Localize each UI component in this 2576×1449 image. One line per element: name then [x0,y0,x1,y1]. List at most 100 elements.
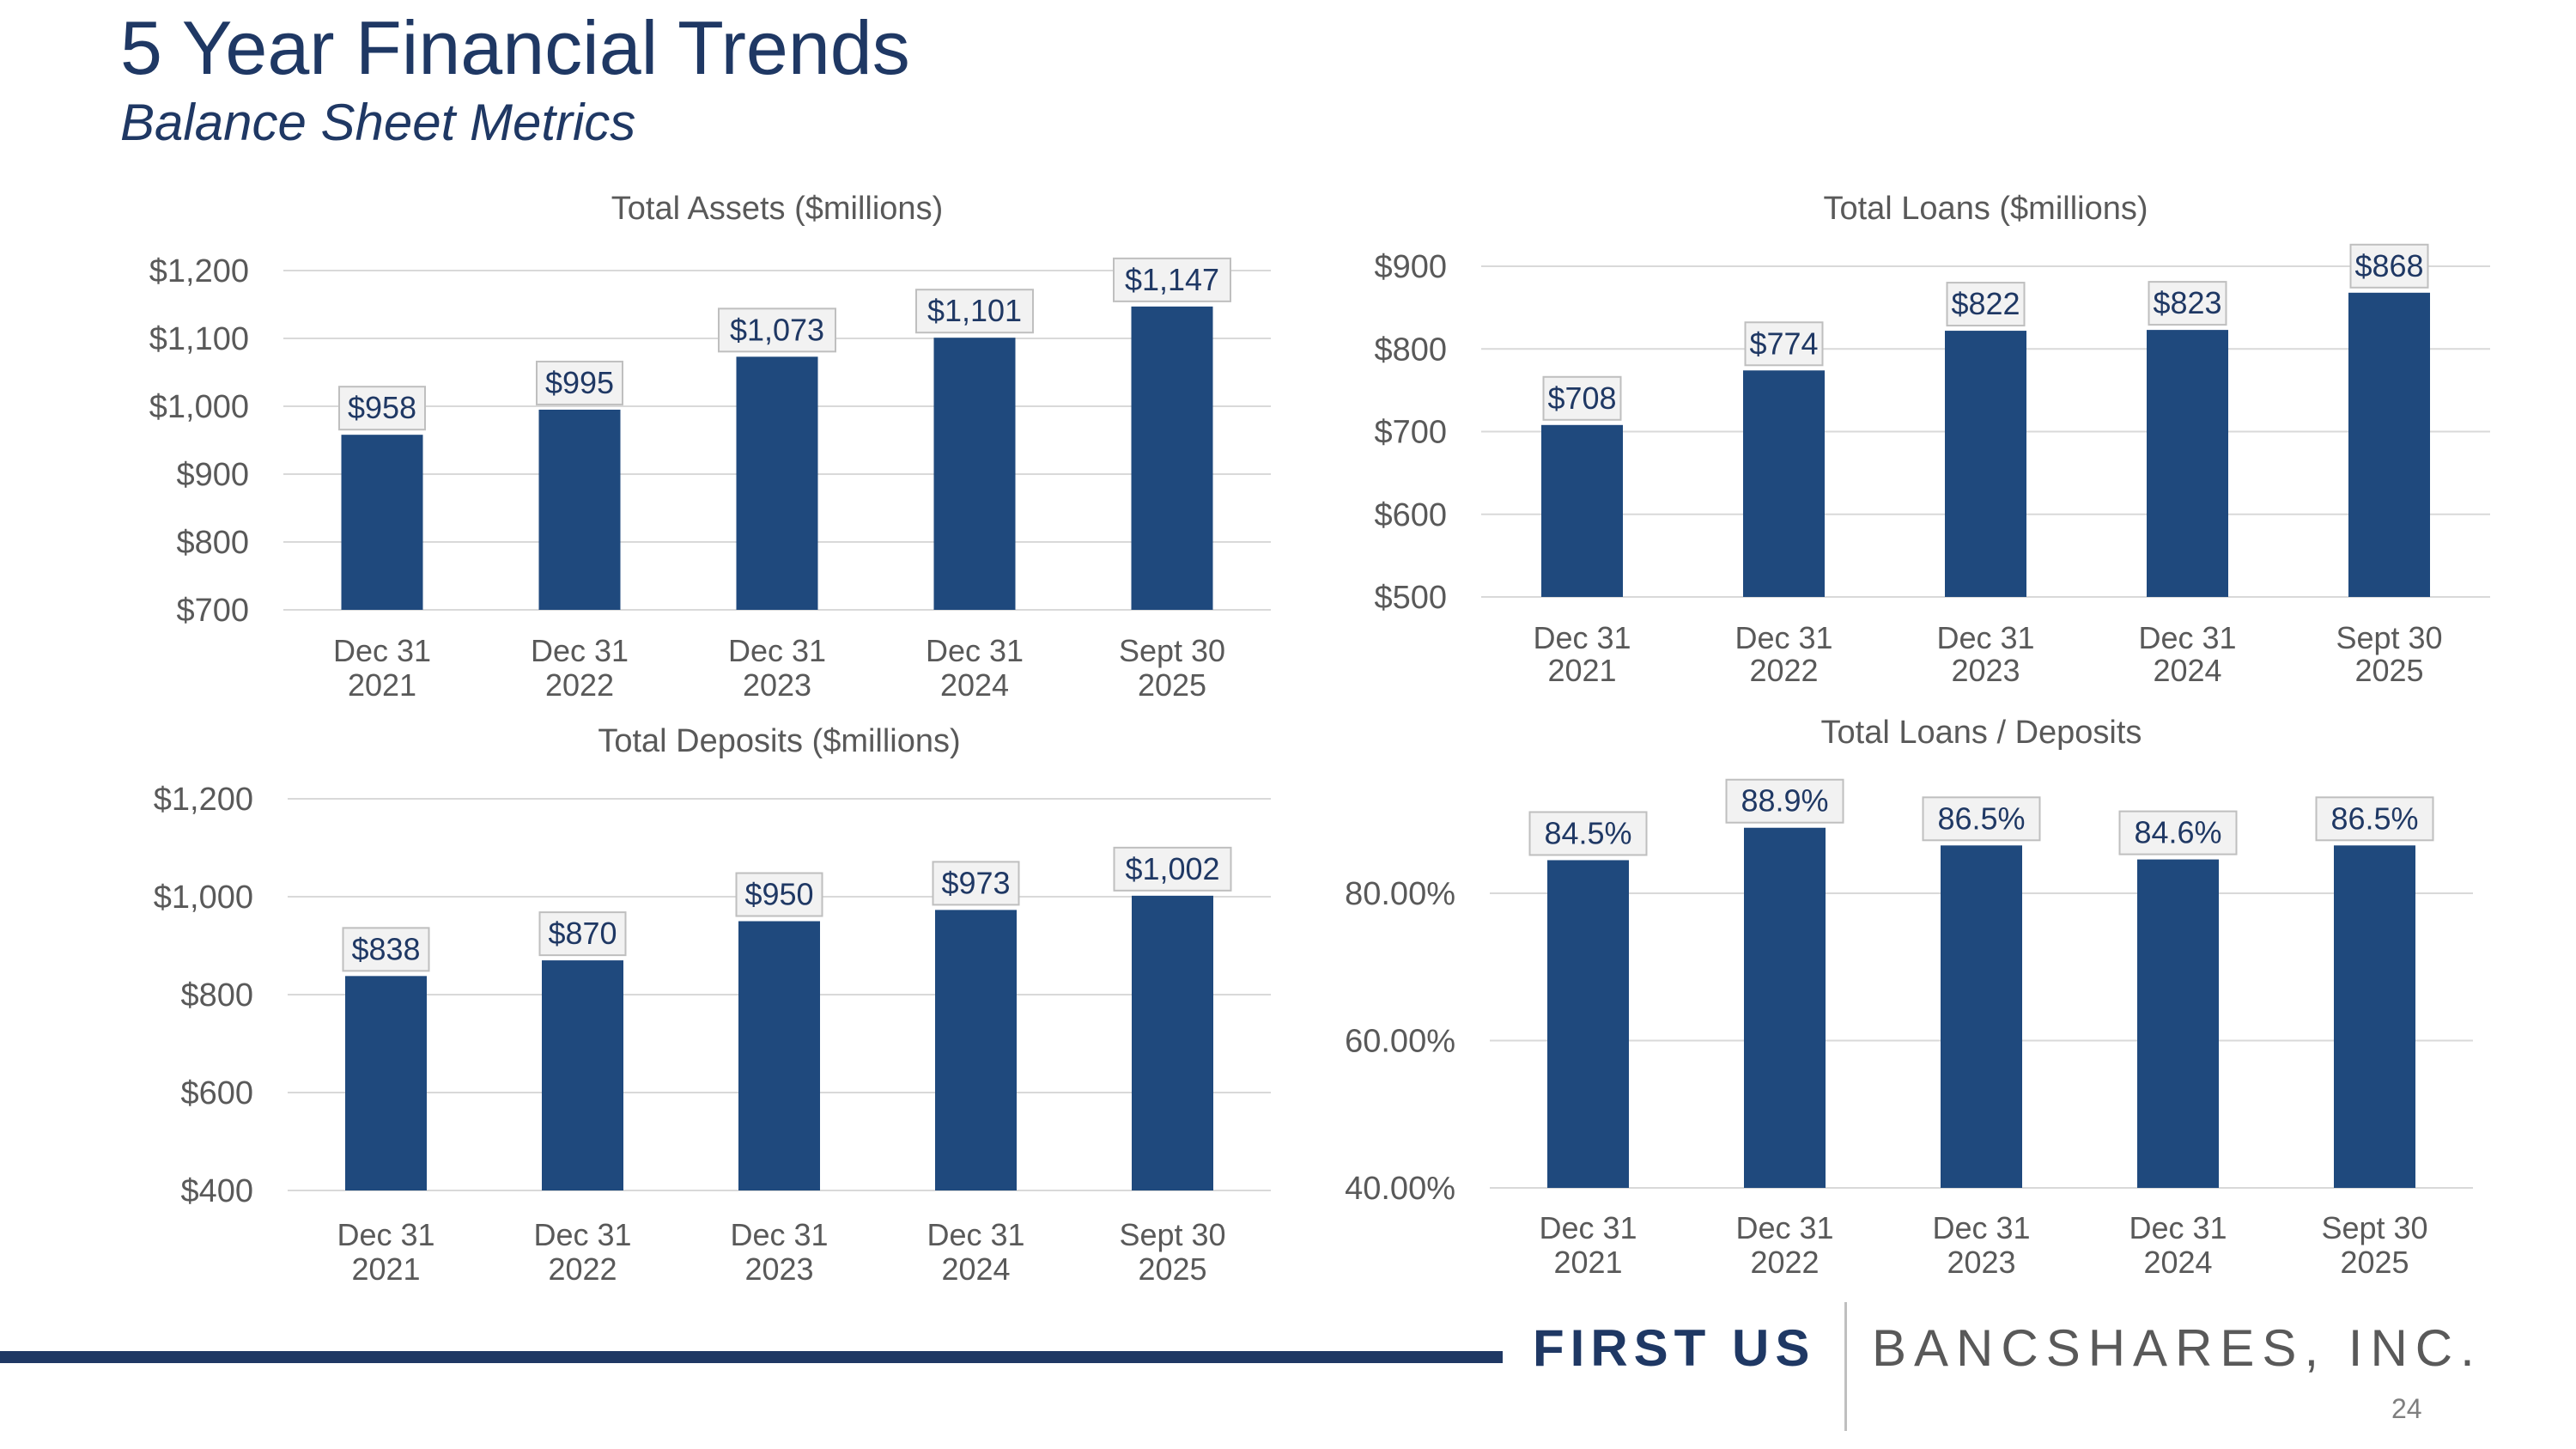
x-tick-label-year: 2023 [744,1251,813,1287]
x-tick-label: Dec 31 [333,633,431,668]
bar [1744,827,1826,1188]
x-tick-label-year: 2025 [2340,1245,2409,1280]
data-label-box [735,872,823,917]
data-label-box [915,289,1034,334]
x-tick-label: Dec 31 [730,1217,828,1252]
page-number: 24 [2391,1393,2422,1424]
x-tick-label-year: 2022 [548,1251,617,1287]
logo-bancshares: BANCSHARES, INC. [1872,1319,2482,1377]
slide-subtitle: Balance Sheet Metrics [120,94,636,151]
x-tick-label-year: 2024 [2143,1245,2212,1280]
data-label-box [2349,243,2429,289]
data-label: $995 [545,365,614,400]
x-tick-label: Dec 31 [926,633,1024,668]
x-tick-label-year: 2021 [1547,653,1616,688]
y-tick-label: $700 [1374,415,1447,451]
y-tick-label: $900 [176,457,249,493]
x-tick-label: Dec 31 [1533,620,1631,655]
x-tick-label-year: 2025 [2354,653,2423,688]
x-tick-label-year: 2022 [1750,1245,1819,1280]
y-tick-label: $700 [176,593,249,629]
x-tick-label-year: 2021 [351,1251,420,1287]
y-tick-label: $1,200 [149,253,249,289]
data-label-box [338,386,426,431]
data-label-box [1528,811,1648,856]
x-tick-label-year: 2022 [1749,653,1818,688]
y-tick-label: $500 [1374,580,1447,616]
bar [345,976,427,1190]
x-tick-label: Dec 31 [533,1217,631,1252]
y-tick-label: $400 [180,1173,253,1209]
data-label-box [1725,778,1844,824]
chart-title: Total Assets ($millions) [611,191,943,227]
data-label-box [536,360,623,405]
data-label-box [1744,321,1824,367]
x-tick-label: Dec 31 [531,633,629,668]
total-loans-chart: Total Loans ($millions) $500 $600 $700 $800 $… [1374,191,2490,688]
y-tick-label: $600 [180,1075,253,1111]
data-label-box [1113,846,1232,892]
data-label: 84.5% [1544,815,1631,850]
x-tick-label: Dec 31 [2129,1210,2227,1245]
x-tick-label: Dec 31 [1936,620,2034,655]
x-tick-label-year: 2023 [1947,1245,2015,1280]
x-tick-label-year: 2024 [941,1251,1010,1287]
x-tick-label: Sept 30 [2321,1210,2427,1245]
y-tick-label: $1,100 [149,321,249,357]
data-label-box [1946,282,2026,327]
bar [542,960,623,1190]
data-label: $1,073 [730,312,824,347]
x-tick-label: Dec 31 [927,1217,1024,1252]
data-label: $1,101 [927,293,1022,328]
x-tick-label: Dec 31 [2138,620,2236,655]
bar [2147,330,2228,597]
x-tick-label: Sept 30 [1119,1217,1225,1252]
y-tick-label: $1,000 [154,880,253,916]
bar [538,409,621,610]
y-tick-label: $600 [1374,497,1447,533]
bar [2334,845,2415,1188]
data-label: $950 [744,877,813,912]
data-label-box [2315,796,2434,842]
y-tick-label: $1,200 [154,782,253,818]
y-tick-label: 80.00% [1345,876,1455,912]
data-label: 86.5% [2330,801,2418,836]
bar [1941,845,2022,1188]
x-tick-label: Dec 31 [1735,1210,1833,1245]
data-label: $1,147 [1125,262,1219,297]
x-tick-label-year: 2022 [545,667,614,703]
x-tick-label-year: 2021 [348,667,416,703]
x-tick-label: Dec 31 [1932,1210,2030,1245]
x-tick-label-year: 2023 [743,667,811,703]
data-label: $870 [548,916,617,951]
x-tick-label-year: 2024 [2153,653,2221,688]
data-label: $958 [348,390,416,425]
data-label-box [2148,281,2227,326]
bar [2137,859,2219,1188]
y-tick-label: $1,000 [149,389,249,425]
x-tick-label-year: 2025 [1138,667,1206,703]
data-label: $973 [941,865,1010,900]
x-tick-label-year: 2025 [1138,1251,1206,1287]
total-assets-chart: Total Assets ($millions) $700 $800 $900 $1,0… [149,191,1271,703]
bar [738,921,820,1190]
data-label-box [342,927,430,972]
y-tick-label: 60.00% [1345,1024,1455,1060]
x-tick-label: Sept 30 [1119,633,1225,668]
total-deposits-chart: Total Deposits ($millions) $400 $600 $800 $1… [154,723,1271,1287]
bar [1945,331,2026,597]
data-label: $868 [2354,248,2423,283]
bar [736,356,818,610]
y-tick-label: 40.00% [1345,1171,1455,1207]
y-tick-label: $900 [1374,249,1447,285]
data-label: 86.5% [1937,801,2025,836]
x-tick-label-year: 2023 [1951,653,2020,688]
x-tick-label: Dec 31 [728,633,826,668]
x-tick-label: Sept 30 [2336,620,2442,655]
x-tick-label: Dec 31 [337,1217,434,1252]
chart-title: Total Loans / Deposits [1821,715,2142,751]
data-label-box [1922,796,2041,842]
data-label: $822 [1951,286,2020,321]
y-tick-label: $800 [180,977,253,1014]
bar [1132,895,1213,1190]
